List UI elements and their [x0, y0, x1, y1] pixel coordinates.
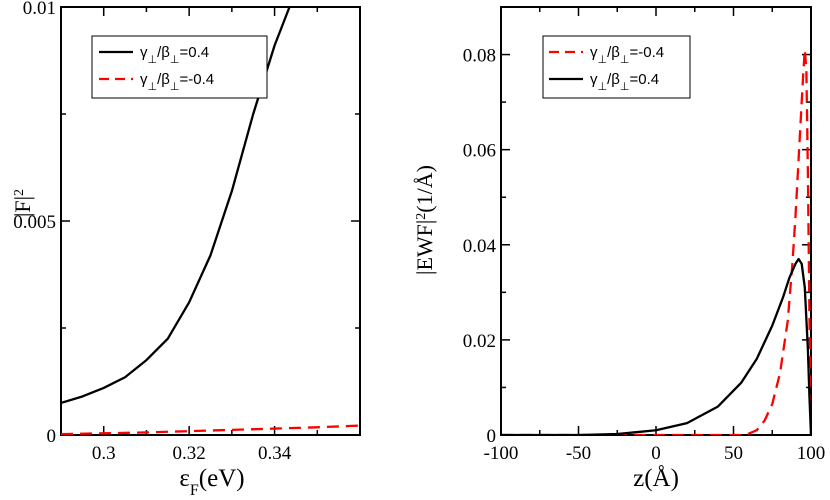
- y-tick-label: 0: [47, 426, 57, 447]
- x-tick-label: 50: [724, 443, 743, 464]
- left-legend-box: [91, 35, 268, 99]
- left-legend: γ⊥/β⊥=0.4 γ⊥/β⊥=-0.4: [91, 35, 268, 99]
- left-x-axis-label: εF(eV): [179, 465, 244, 499]
- left-series: [61, 7, 360, 435]
- y-tick-label: 0.01: [23, 0, 56, 19]
- right-series: [501, 48, 811, 435]
- series-line-2: [501, 257, 811, 435]
- left-legend-label-2: γ⊥/β⊥=-0.4: [140, 71, 214, 93]
- right-legend-label-1: γ⊥/β⊥=-0.4: [590, 44, 664, 66]
- y-tick-label: 0: [487, 426, 497, 447]
- x-tick-label: -50: [566, 443, 591, 464]
- x-tick-label: 0.3: [92, 443, 116, 464]
- x-tick-label: 100: [797, 443, 826, 464]
- right-x-axis-label: z(Å): [633, 465, 679, 492]
- right-legend-box: [542, 35, 691, 99]
- right-y-axis-label: |EWF|2(1/Å): [412, 165, 437, 275]
- right-legend-label-2: γ⊥/β⊥=0.4: [590, 71, 659, 93]
- x-tick-label: 0.34: [258, 443, 292, 464]
- y-tick-label: 0.08: [463, 46, 496, 67]
- y-tick-label: 0.005: [13, 212, 56, 233]
- x-tick-label: -100: [484, 443, 519, 464]
- series-line-1: [61, 7, 291, 405]
- x-tick-label: 0.32: [173, 443, 206, 464]
- series-line-1: [501, 48, 811, 435]
- right-legend: γ⊥/β⊥=-0.4 γ⊥/β⊥=0.4: [542, 35, 691, 99]
- right-chart: -100 -50 0 50 100 0 0.02 0.04 0.06 0.08 γ⊥/β⊥=-0.…: [412, 6, 826, 492]
- y-tick-label: 0.02: [463, 331, 496, 352]
- series-line-2: [61, 424, 360, 435]
- y-tick-label: 0.04: [463, 236, 497, 257]
- left-chart: 0.3 0.32 0.34 0 0.005 0.01 γ⊥/β⊥=0.4 γ⊥/β⊥=-0…: [10, 0, 361, 499]
- left-y-axis-label: |F|2: [10, 189, 35, 217]
- left-legend-label-1: γ⊥/β⊥=0.4: [140, 44, 209, 66]
- x-tick-label: 0: [651, 443, 661, 464]
- y-tick-label: 0.06: [463, 141, 496, 162]
- right-axis-ticks: -100 -50 0 50 100 0 0.02 0.04 0.06 0.08: [463, 6, 826, 464]
